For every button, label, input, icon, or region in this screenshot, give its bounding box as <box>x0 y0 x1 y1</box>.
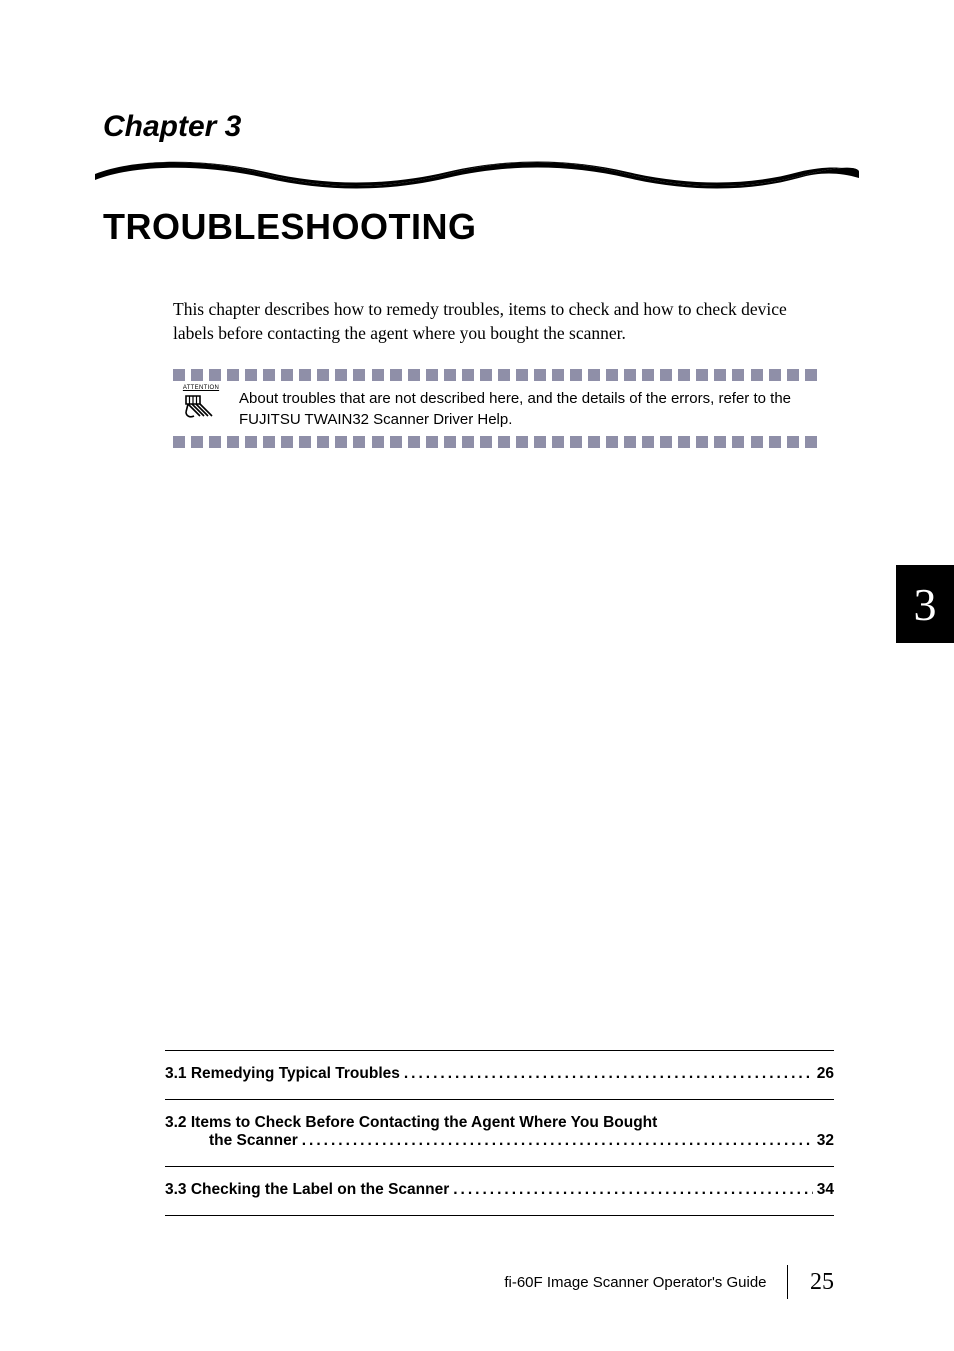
toc: 3.1 Remedying Typical Troubles .........… <box>165 1050 834 1216</box>
toc-dots: ........................................… <box>302 1132 813 1150</box>
wave-divider <box>95 152 859 192</box>
footer-page: 25 <box>810 1269 834 1296</box>
toc-page: 32 <box>817 1132 834 1150</box>
attention-block: ATTENTION About troubles that are not de… <box>173 369 817 448</box>
chapter-title: TROUBLESHOOTING <box>103 206 859 248</box>
footer: fi-60F Image Scanner Operator's Guide 25 <box>0 1265 834 1299</box>
toc-title: 3.3 Checking the Label on the Scanner <box>165 1181 449 1199</box>
attention-icon: ATTENTION <box>173 385 229 422</box>
toc-row: 3.3 Checking the Label on the Scanner ..… <box>165 1166 834 1216</box>
attention-label: ATTENTION <box>183 385 219 391</box>
toc-page: 26 <box>817 1065 834 1083</box>
toc-title: 3.2 Items to Check Before Contacting the… <box>165 1114 657 1132</box>
toc-title: 3.1 Remedying Typical Troubles <box>165 1065 400 1083</box>
page: Chapter 3 TROUBLESHOOTING This chapter d… <box>0 0 954 1351</box>
toc-dots: ........................................… <box>453 1181 813 1199</box>
toc-row: 3.1 Remedying Typical Troubles .........… <box>165 1050 834 1099</box>
attention-text: About troubles that are not described he… <box>229 387 817 430</box>
toc-title-cont: the Scanner <box>209 1132 298 1150</box>
footer-title: fi-60F Image Scanner Operator's Guide <box>504 1274 766 1291</box>
side-tab: 3 <box>896 565 954 643</box>
toc-dots: ........................................… <box>404 1065 813 1083</box>
intro-paragraph: This chapter describes how to remedy tro… <box>173 298 817 345</box>
toc-page: 34 <box>817 1181 834 1199</box>
toc-row: 3.2 Items to Check Before Contacting the… <box>165 1099 834 1166</box>
footer-divider <box>787 1265 789 1299</box>
dotted-row-bottom <box>173 436 817 448</box>
attention-body: ATTENTION About troubles that are not de… <box>173 385 817 436</box>
chapter-label: Chapter 3 <box>103 110 859 144</box>
dotted-row-top <box>173 369 817 381</box>
